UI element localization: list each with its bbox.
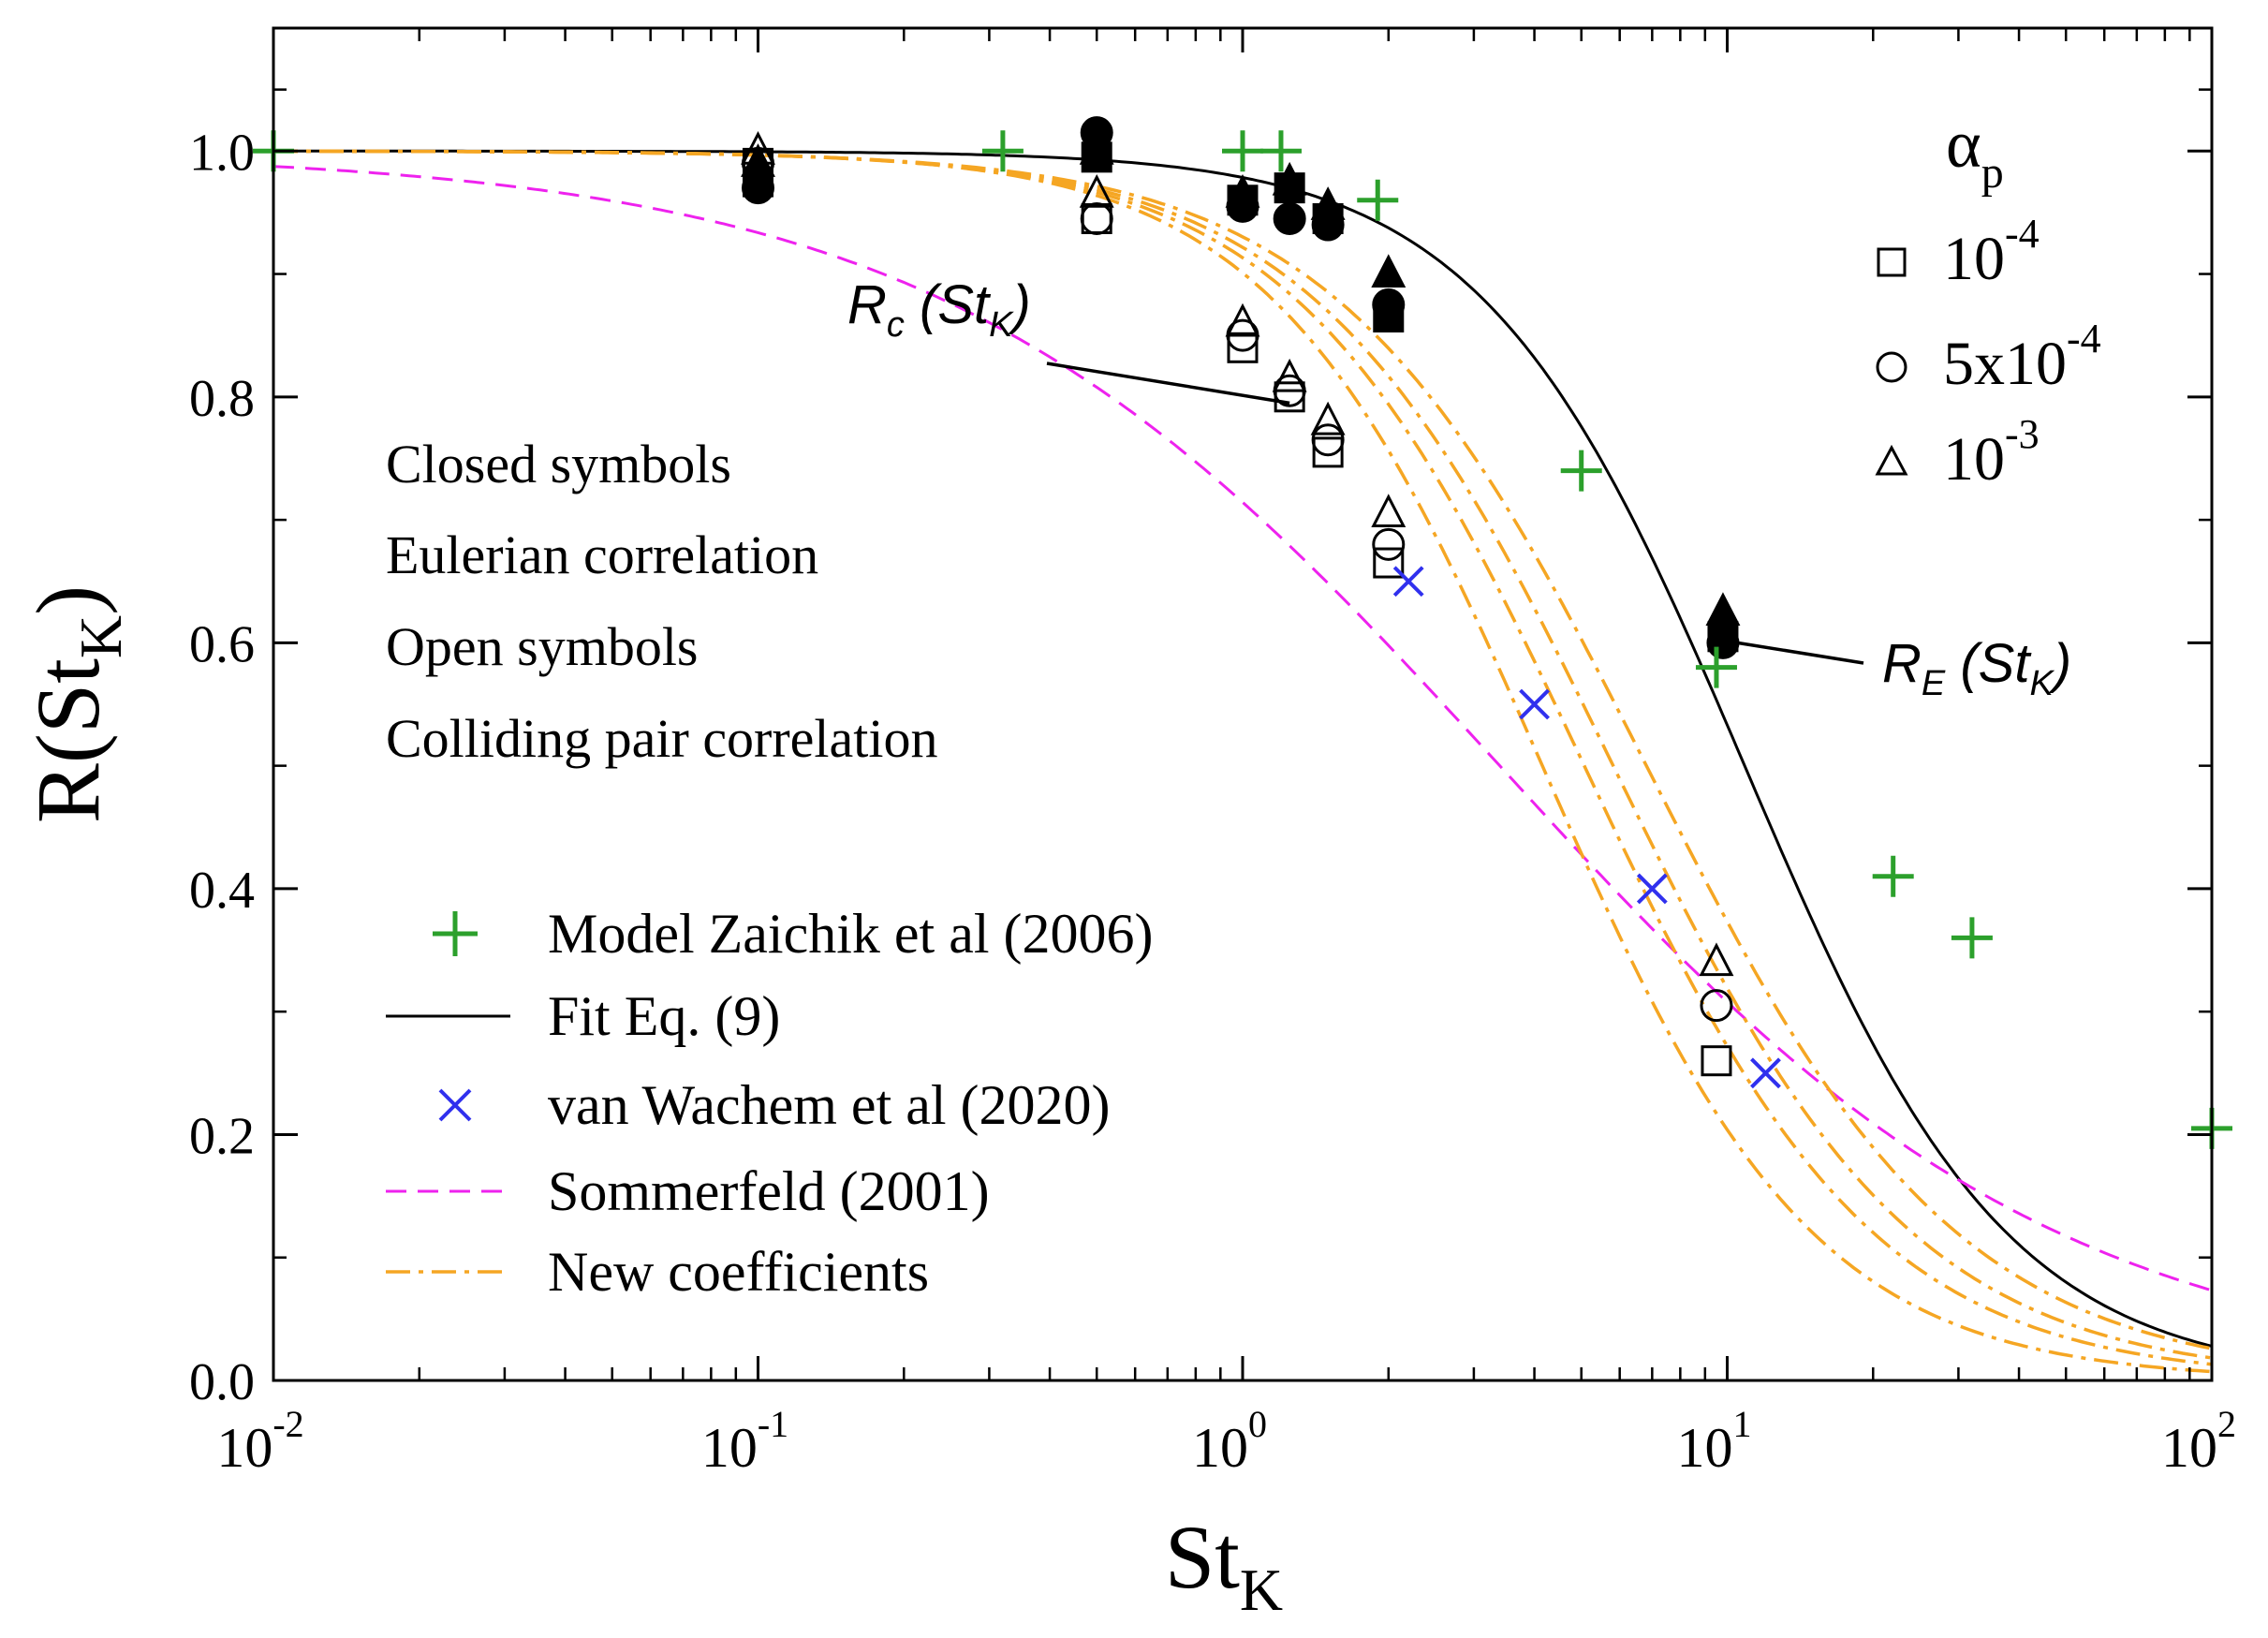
y-tick-label: 0.0	[189, 1353, 255, 1411]
closed-triangle-point	[1079, 131, 1114, 165]
open-square-point	[1312, 436, 1344, 468]
alpha-legend-title: αp	[1946, 107, 2004, 198]
closed-triangle-point	[1225, 173, 1260, 208]
open-triangle-point	[1371, 494, 1406, 528]
closed-circle-point	[1706, 626, 1740, 659]
zaichik-point	[1222, 130, 1263, 172]
x-tick-label: 102	[2161, 1403, 2236, 1479]
y-tick-label: 0.4	[189, 862, 255, 920]
alpha-square-icon	[1877, 247, 1907, 277]
closed-triangle-point	[741, 143, 775, 177]
legend-cross-icon	[438, 1088, 472, 1122]
note-text: Colliding pair correlation	[386, 708, 938, 769]
x-tick-label: 10-1	[701, 1403, 788, 1479]
x-axis-label: StK	[1165, 1507, 1283, 1623]
rc-annotation: Rc (StK)	[847, 274, 1031, 345]
note-text: Closed symbols	[386, 434, 731, 494]
closed-triangle-point	[1705, 592, 1741, 627]
x-tick-label: 101	[1677, 1403, 1752, 1479]
legend-label: Model Zaichik et al (2006)	[548, 903, 1153, 965]
curves-layer	[272, 149, 2213, 1374]
wachem-point	[1636, 873, 1668, 905]
open-triangle-point	[1225, 303, 1260, 337]
y-tick-label: 1.0	[189, 124, 255, 182]
y-tick-label: 0.2	[189, 1107, 255, 1165]
legend-plus-icon	[433, 911, 478, 956]
open-triangle-point	[1272, 358, 1307, 392]
closed-circle-point	[1372, 288, 1406, 321]
closed-circle-point	[1273, 201, 1306, 235]
open-circle-point	[1700, 989, 1733, 1023]
zaichik-point	[1259, 130, 1302, 172]
zaichik-point	[981, 130, 1024, 172]
re-annotation: RE (StK)	[1882, 633, 2071, 703]
zaichik-point	[1872, 855, 1914, 897]
legend-label: van Wachem et al (2020)	[548, 1074, 1111, 1136]
legend-label: New coefficients	[548, 1241, 929, 1303]
re-annotation-leader	[1737, 641, 1864, 665]
legend: Model Zaichik et al (2006) Fit Eq. (9) van…	[386, 903, 1153, 1303]
zaichik-point	[1560, 450, 1602, 492]
tick-labels: 10-2 10-1 100 101 102 0.0 0.2 0.4 0.6 0.8 1.0	[189, 124, 2236, 1479]
open-circle-point	[1372, 527, 1406, 561]
note-text: Open symbols	[386, 616, 699, 677]
closed-triangle-point	[1371, 254, 1406, 288]
open-square-point	[1227, 332, 1259, 363]
new-coefficients-curve	[273, 149, 2213, 1350]
alpha-legend-label: 5x10-4	[1943, 316, 2101, 398]
zaichik-point	[1357, 179, 1399, 221]
axis-ticks	[272, 28, 2214, 1382]
open-circle-point	[1080, 201, 1113, 235]
open-square-point	[1701, 1045, 1732, 1077]
closed-triangle-point	[1272, 161, 1307, 196]
y-axis-label: R(StK)	[18, 585, 134, 823]
note-text: Eulerian correlation	[386, 524, 818, 585]
closed-circle-point	[742, 171, 774, 205]
zaichik-point	[1951, 917, 1993, 959]
rc-annotation-leader	[1046, 362, 1290, 406]
alpha-triangle-icon	[1875, 444, 1908, 476]
legend-label: Sommerfeld (2001)	[548, 1160, 990, 1222]
wachem-point	[1750, 1057, 1781, 1089]
wachem-point	[1392, 566, 1424, 598]
open-triangle-point	[1079, 173, 1114, 208]
alpha-circle-icon	[1876, 351, 1907, 383]
wachem-point	[1519, 688, 1550, 720]
sommerfeld-curve	[272, 165, 2213, 1292]
open-square-point	[1373, 547, 1405, 579]
zaichik-point	[1695, 646, 1737, 688]
y-tick-label: 0.6	[189, 615, 255, 673]
x-tick-label: 100	[1192, 1403, 1267, 1479]
alpha-legend: αp 10-4 5x10-4 10-3	[1875, 107, 2101, 494]
alpha-legend-label: 10-4	[1943, 211, 2040, 293]
alpha-legend-label: 10-3	[1943, 411, 2040, 494]
closed-triangle-point	[1310, 186, 1346, 220]
open-triangle-point	[1310, 401, 1346, 435]
annotations: Rc (StK) RE (StK)	[847, 274, 2071, 703]
open-triangle-point	[1699, 942, 1734, 977]
symbol-notes: Closed symbols Eulerian correlation Open s…	[386, 434, 938, 769]
x-tick-label: 10-2	[216, 1403, 303, 1479]
y-tick-label: 0.8	[189, 370, 255, 428]
legend-label: Fit Eq. (9)	[548, 985, 780, 1047]
open-circle-point	[1311, 423, 1345, 457]
